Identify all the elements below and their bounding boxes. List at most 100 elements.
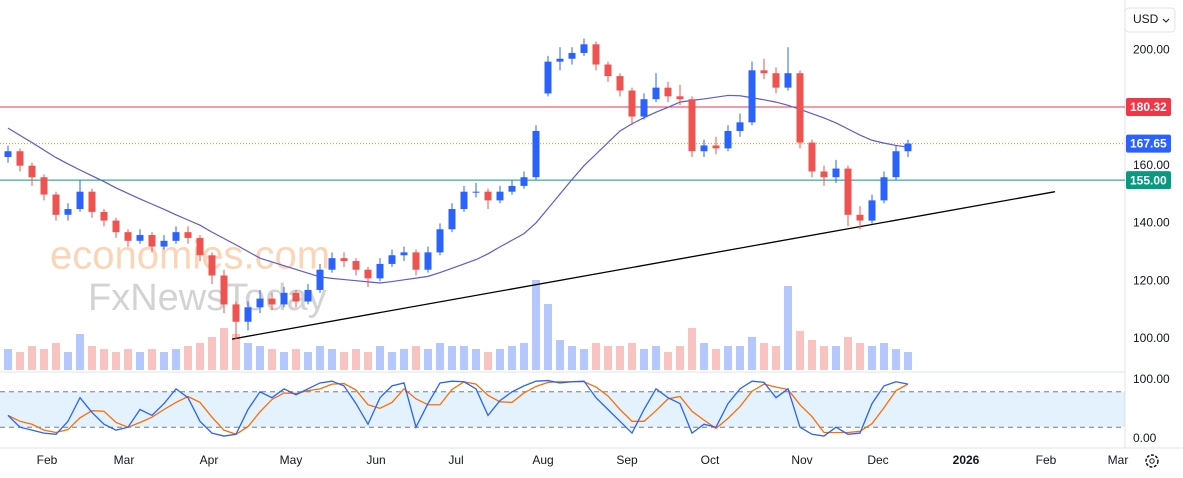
volume-bar xyxy=(904,352,912,370)
gear-icon[interactable] xyxy=(1145,454,1159,468)
volume-bar xyxy=(436,343,444,370)
volume-bar xyxy=(244,343,252,370)
candle-body xyxy=(208,255,216,276)
candle-body xyxy=(640,99,648,117)
volume-bar xyxy=(208,337,216,370)
candle-body xyxy=(220,275,228,305)
volume-bar xyxy=(820,346,828,370)
candle-body xyxy=(700,145,708,152)
price-level-tag xyxy=(1126,97,1171,116)
volume-bar xyxy=(40,349,48,370)
candle-body xyxy=(592,44,600,65)
candle-body xyxy=(16,151,24,166)
candle-body xyxy=(712,145,720,149)
price-level-label: 180.32 xyxy=(1130,100,1167,114)
volume-bar xyxy=(556,340,564,370)
x-tick-label: Sep xyxy=(616,453,638,467)
candle-body xyxy=(820,171,828,178)
candle-body xyxy=(688,99,696,152)
volume-bar xyxy=(832,346,840,370)
candle-body xyxy=(532,131,540,178)
volume-bar xyxy=(688,328,696,370)
button-frame[interactable] xyxy=(1124,7,1176,33)
price-level-tag xyxy=(1126,134,1171,153)
candle-body xyxy=(268,298,276,305)
price-level-label: 155.00 xyxy=(1130,173,1167,187)
candle-body xyxy=(604,64,612,77)
settings-button[interactable] xyxy=(1145,454,1159,468)
volume-bar xyxy=(352,349,360,370)
dropdown-arrow[interactable] xyxy=(1162,18,1170,23)
volume-bar xyxy=(376,346,384,370)
volume-bar xyxy=(268,349,276,370)
volume-bar xyxy=(460,346,468,370)
candle-body xyxy=(580,44,588,53)
volume-bar xyxy=(148,349,156,370)
volume-bar xyxy=(136,352,144,370)
volume-bar xyxy=(328,349,336,370)
candle-body xyxy=(280,292,288,305)
volume-bar xyxy=(652,346,660,370)
volume-bar xyxy=(52,343,60,370)
currency-label[interactable]: USD xyxy=(1133,12,1159,26)
candle-body xyxy=(124,232,132,241)
candle-body xyxy=(316,269,324,290)
volume-bar xyxy=(88,346,96,370)
x-tick-label: Apr xyxy=(200,453,219,467)
candle-body xyxy=(328,258,336,270)
volume-bar xyxy=(316,346,324,370)
candle-body xyxy=(616,76,624,91)
candle-body xyxy=(748,70,756,123)
candle-body xyxy=(556,58,564,62)
volume-bar xyxy=(892,349,900,370)
volume-bar xyxy=(64,352,72,370)
y-tick-label: 200.00 xyxy=(1133,42,1170,56)
candle-body xyxy=(892,151,900,178)
volume-bar xyxy=(256,346,264,370)
volume-bar xyxy=(76,334,84,370)
volume-bar xyxy=(304,352,312,370)
candle-body xyxy=(724,131,732,149)
volume-bar xyxy=(364,352,372,370)
volume-bar xyxy=(196,343,204,370)
candle-body xyxy=(856,214,864,221)
candle-body xyxy=(292,292,300,302)
volume-bar xyxy=(184,346,192,370)
volume-bar xyxy=(604,346,612,370)
volume-bar xyxy=(700,343,708,370)
currency-button[interactable]: USD xyxy=(1124,7,1176,33)
volume-bar xyxy=(592,343,600,370)
candle-body xyxy=(460,191,468,210)
candle-body xyxy=(256,298,264,308)
volume-bar xyxy=(280,352,288,370)
watermark: FxNewsToday xyxy=(88,277,327,319)
candle-body xyxy=(64,209,72,215)
volume-bar xyxy=(100,349,108,370)
x-tick-label: Jul xyxy=(448,453,463,467)
candle-body xyxy=(544,61,552,94)
candle-body xyxy=(88,191,96,212)
trendline xyxy=(231,191,1056,340)
volume-bar xyxy=(28,346,36,370)
volume-bar xyxy=(808,340,816,370)
gear-hub[interactable] xyxy=(1149,458,1155,464)
candle-body xyxy=(100,211,108,221)
x-tick-label: Nov xyxy=(791,453,812,467)
volume-bar xyxy=(160,352,168,370)
candle-body xyxy=(196,237,204,256)
volume-bar xyxy=(220,328,228,370)
volume-bar xyxy=(340,352,348,370)
volume-bar xyxy=(844,337,852,370)
candle-body xyxy=(400,252,408,256)
candle-body xyxy=(520,177,528,186)
candle-body xyxy=(808,142,816,172)
candle-body xyxy=(424,252,432,270)
x-tick-label: Feb xyxy=(37,453,58,467)
volume-bar xyxy=(448,346,456,370)
volume-bar xyxy=(532,280,540,370)
candle-body xyxy=(172,232,180,241)
candle-body xyxy=(496,191,504,201)
volume-bar xyxy=(640,349,648,370)
x-tick-label: May xyxy=(280,453,303,467)
volume-bar xyxy=(580,349,588,370)
